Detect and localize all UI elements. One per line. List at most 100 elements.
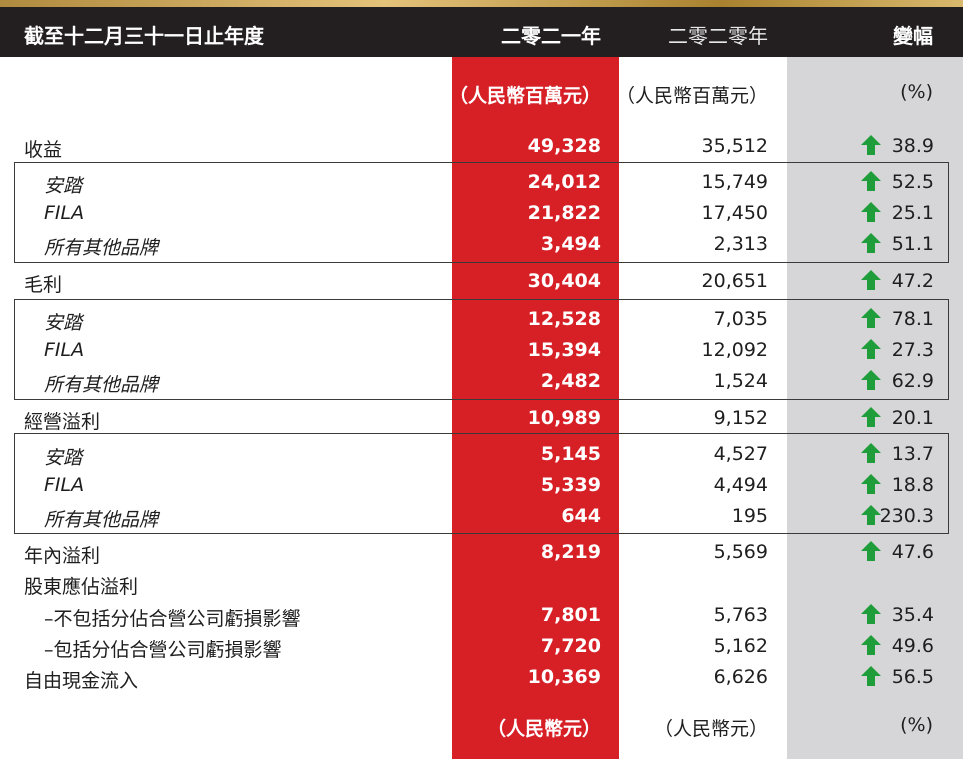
- value-2020: 35,512: [701, 135, 768, 157]
- green-up-arrow-icon: [861, 604, 881, 624]
- row-label: 所有其他品牌: [44, 237, 159, 259]
- header-year-2020: 二零二零年: [668, 24, 768, 48]
- table-row: 安踏 5,145 4,527 13.7: [0, 440, 963, 469]
- value-2020: 195: [731, 505, 768, 527]
- row-label: 安踏: [44, 312, 83, 334]
- change-percent: 51.1: [891, 233, 934, 255]
- value-2021: 49,328: [527, 135, 601, 157]
- units-row-bottom: （人民幣元） （人民幣元） (%): [0, 712, 963, 742]
- change-percent: 47.2: [891, 270, 934, 292]
- header-period-label: 截至十二月三十一日止年度: [24, 24, 264, 48]
- change-percent: 56.5: [891, 666, 934, 688]
- value-2021: 2,482: [540, 370, 601, 392]
- green-up-arrow-icon: [861, 270, 881, 290]
- green-up-arrow-icon: [861, 635, 881, 655]
- table-row: 股東應佔溢利: [0, 569, 963, 598]
- row-label: 自由現金流入: [24, 670, 139, 692]
- unit-2020: （人民幣百萬元）: [615, 85, 768, 107]
- table-row: 所有其他品牌 2,482 1,524 62.9: [0, 367, 963, 396]
- row-label: –不包括分佔合營公司虧損影響: [44, 608, 301, 630]
- value-2020: 5,763: [713, 604, 768, 626]
- change-percent: 78.1: [891, 308, 934, 330]
- value-2021: 30,404: [527, 270, 601, 292]
- change-percent: 18.8: [891, 474, 934, 496]
- row-label: 股東應佔溢利: [24, 576, 139, 598]
- green-up-arrow-icon: [861, 505, 881, 525]
- value-2020: 17,450: [701, 202, 768, 224]
- value-2020: 4,527: [713, 443, 768, 465]
- row-label: FILA: [44, 474, 85, 496]
- header-change: 變幅: [893, 24, 933, 48]
- table-row: 自由現金流入 10,369 6,626 56.5: [0, 663, 963, 692]
- table-row: –不包括分佔合營公司虧損影響 7,801 5,763 35.4: [0, 601, 963, 630]
- table-row: 收益 49,328 35,512 38.9: [0, 132, 963, 161]
- row-label: FILA: [44, 202, 85, 224]
- green-up-arrow-icon: [861, 171, 881, 191]
- value-2020: 6,626: [713, 666, 768, 688]
- value-2020: 4,494: [713, 474, 768, 496]
- table-row: 所有其他品牌 644 195 230.3: [0, 502, 963, 531]
- green-up-arrow-icon: [861, 308, 881, 328]
- value-2021: 7,801: [540, 604, 601, 626]
- row-label: 毛利: [24, 274, 63, 296]
- green-up-arrow-icon: [861, 474, 881, 494]
- green-up-arrow-icon: [861, 541, 881, 561]
- green-up-arrow-icon: [861, 407, 881, 427]
- table-row: FILA 21,822 17,450 25.1: [0, 199, 963, 227]
- value-2021: 3,494: [540, 233, 601, 255]
- value-2021: 24,012: [527, 171, 601, 193]
- value-2020: 5,162: [713, 635, 768, 657]
- change-percent: 20.1: [891, 407, 934, 429]
- value-2020: 7,035: [713, 308, 768, 330]
- value-2020: 9,152: [713, 407, 768, 429]
- change-percent: 49.6: [891, 635, 934, 657]
- green-up-arrow-icon: [861, 135, 881, 155]
- value-2020: 2,313: [713, 233, 768, 255]
- green-up-arrow-icon: [861, 339, 881, 359]
- change-percent: 35.4: [891, 604, 934, 626]
- row-label: 所有其他品牌: [44, 509, 159, 531]
- value-2021: 644: [561, 505, 601, 527]
- table-row: FILA 5,339 4,494 18.8: [0, 471, 963, 499]
- table-header: 截至十二月三十一日止年度 二零二一年 二零二零年 變幅: [0, 7, 963, 57]
- green-up-arrow-icon: [861, 370, 881, 390]
- value-2020: 20,651: [701, 270, 768, 292]
- value-2021: 10,989: [527, 407, 601, 429]
- table-row: FILA 15,394 12,092 27.3: [0, 336, 963, 364]
- value-2020: 5,569: [713, 541, 768, 563]
- value-2021: 7,720: [540, 635, 601, 657]
- table-row: 年內溢利 8,219 5,569 47.6: [0, 538, 963, 567]
- table-row: 毛利 30,404 20,651 47.2: [0, 267, 963, 296]
- change-percent: 52.5: [891, 171, 934, 193]
- green-up-arrow-icon: [861, 233, 881, 253]
- green-up-arrow-icon: [861, 443, 881, 463]
- value-2020: 15,749: [701, 171, 768, 193]
- value-2021: 15,394: [527, 339, 601, 361]
- row-label: 安踏: [44, 447, 83, 469]
- change-percent: 62.9: [891, 370, 934, 392]
- row-label: FILA: [44, 339, 85, 361]
- row-label: 收益: [24, 139, 63, 161]
- unit-percent: (%): [900, 81, 933, 103]
- row-label: 所有其他品牌: [44, 374, 159, 396]
- row-label: 年內溢利: [24, 545, 101, 567]
- change-percent: 38.9: [891, 135, 934, 157]
- units-row-top: （人民幣百萬元） （人民幣百萬元） (%): [0, 79, 963, 109]
- change-percent: 47.6: [891, 541, 934, 563]
- header-year-2021: 二零二一年: [501, 24, 601, 48]
- change-percent: 25.1: [891, 202, 934, 224]
- unit-2021-rmb: （人民幣元）: [486, 718, 601, 740]
- table-row: 安踏 12,528 7,035 78.1: [0, 305, 963, 334]
- green-up-arrow-icon: [861, 202, 881, 222]
- table-row: –包括分佔合營公司虧損影響 7,720 5,162 49.6: [0, 632, 963, 661]
- row-label: –包括分佔合營公司虧損影響: [44, 639, 282, 661]
- unit-2021: （人民幣百萬元）: [448, 85, 601, 107]
- table-row: 安踏 24,012 15,749 52.5: [0, 168, 963, 197]
- year-2021-highlight-column: [452, 57, 619, 759]
- value-2020: 1,524: [713, 370, 768, 392]
- table-row: 經營溢利 10,989 9,152 20.1: [0, 404, 963, 433]
- value-2021: 5,339: [540, 474, 601, 496]
- value-2020: 12,092: [701, 339, 768, 361]
- change-percent: 27.3: [891, 339, 934, 361]
- value-2021: 12,528: [527, 308, 601, 330]
